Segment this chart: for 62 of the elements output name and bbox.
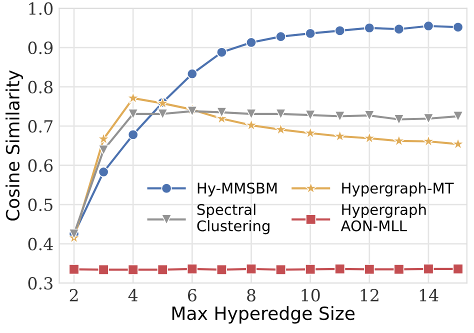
legend-label: Spectral Clustering [197,204,270,234]
point [305,264,316,275]
point [452,22,464,32]
point [246,264,257,274]
x-tick-label: 4 [128,288,138,302]
x-tick-label: 14 [420,288,438,302]
point [246,108,257,120]
legend-label: Hypergraph-MT [342,182,454,196]
point [423,264,434,274]
y-tick-label: 1.0 [29,2,53,15]
point [244,118,258,131]
y-tick-label: 0.4 [28,238,53,250]
point [423,113,434,124]
point [364,264,375,275]
y-tick-label: 0.7 [28,120,52,133]
point [186,106,198,116]
point [305,110,316,120]
point [364,110,375,121]
legend-label: Hypergraph AON-MLL [340,204,426,232]
y-tick-label: 0.5 [28,198,52,212]
point [157,108,168,120]
point [276,31,286,42]
point [304,126,317,139]
x-tick-label: 8 [247,288,256,302]
point [363,132,376,144]
point [364,22,375,34]
point [186,264,198,274]
point [394,24,404,34]
x-tick-label: 2 [70,288,78,302]
point [216,107,227,118]
point [422,134,435,147]
point [216,264,227,275]
y-tick-label: 0.9 [28,42,53,54]
point [334,264,346,274]
y-tick-label: 0.6 [28,159,53,172]
point [68,264,80,275]
point [423,20,434,32]
point [334,25,346,36]
point [276,264,286,275]
point [98,264,109,275]
point [186,68,198,80]
point [128,264,138,275]
x-tick-label: 10 [302,288,320,302]
point [128,129,138,140]
y-tick-label: 0.3 [28,277,52,290]
legend-label: Hy-MMSBM [198,182,277,196]
x-axis-title: Max Hyperedge Size [172,306,355,324]
point [216,47,227,58]
y-axis-title: Cosine Similarity [6,70,24,221]
x-tick-label: 12 [360,288,378,302]
point [276,108,286,120]
y-tick-label: 0.8 [28,80,53,94]
point [128,108,138,120]
point [394,264,404,275]
point [246,37,257,48]
point [452,264,464,274]
point [98,166,109,178]
point [305,28,316,39]
point [98,144,109,156]
x-tick-label: 6 [188,288,196,302]
point [157,264,168,275]
point [394,114,404,125]
